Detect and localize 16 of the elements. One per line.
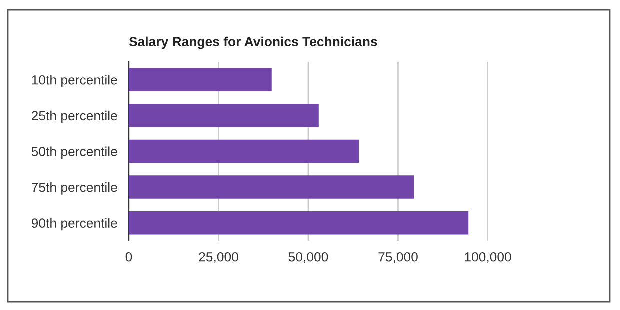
y-tick-label: 25th percentile — [32, 110, 118, 124]
y-tick-label: 75th percentile — [32, 182, 118, 195]
x-tick-label: 100,000 — [465, 252, 512, 264]
chart-title: Salary Ranges for Avionics Technicians — [129, 36, 378, 50]
bar — [129, 104, 319, 128]
x-tick-label: 75,000 — [378, 252, 418, 264]
x-tick-label: 50,000 — [288, 252, 328, 264]
x-tick-label: 25,000 — [199, 252, 238, 264]
y-tick-label: 50th percentile — [32, 146, 118, 160]
bar — [129, 211, 469, 235]
y-tick-label: 10th percentile — [32, 75, 118, 88]
bar — [129, 140, 360, 164]
x-tick-label: 0 — [126, 252, 132, 262]
y-tick-label: 90th percentile — [32, 218, 118, 231]
bar — [129, 176, 414, 199]
bar — [129, 68, 272, 92]
